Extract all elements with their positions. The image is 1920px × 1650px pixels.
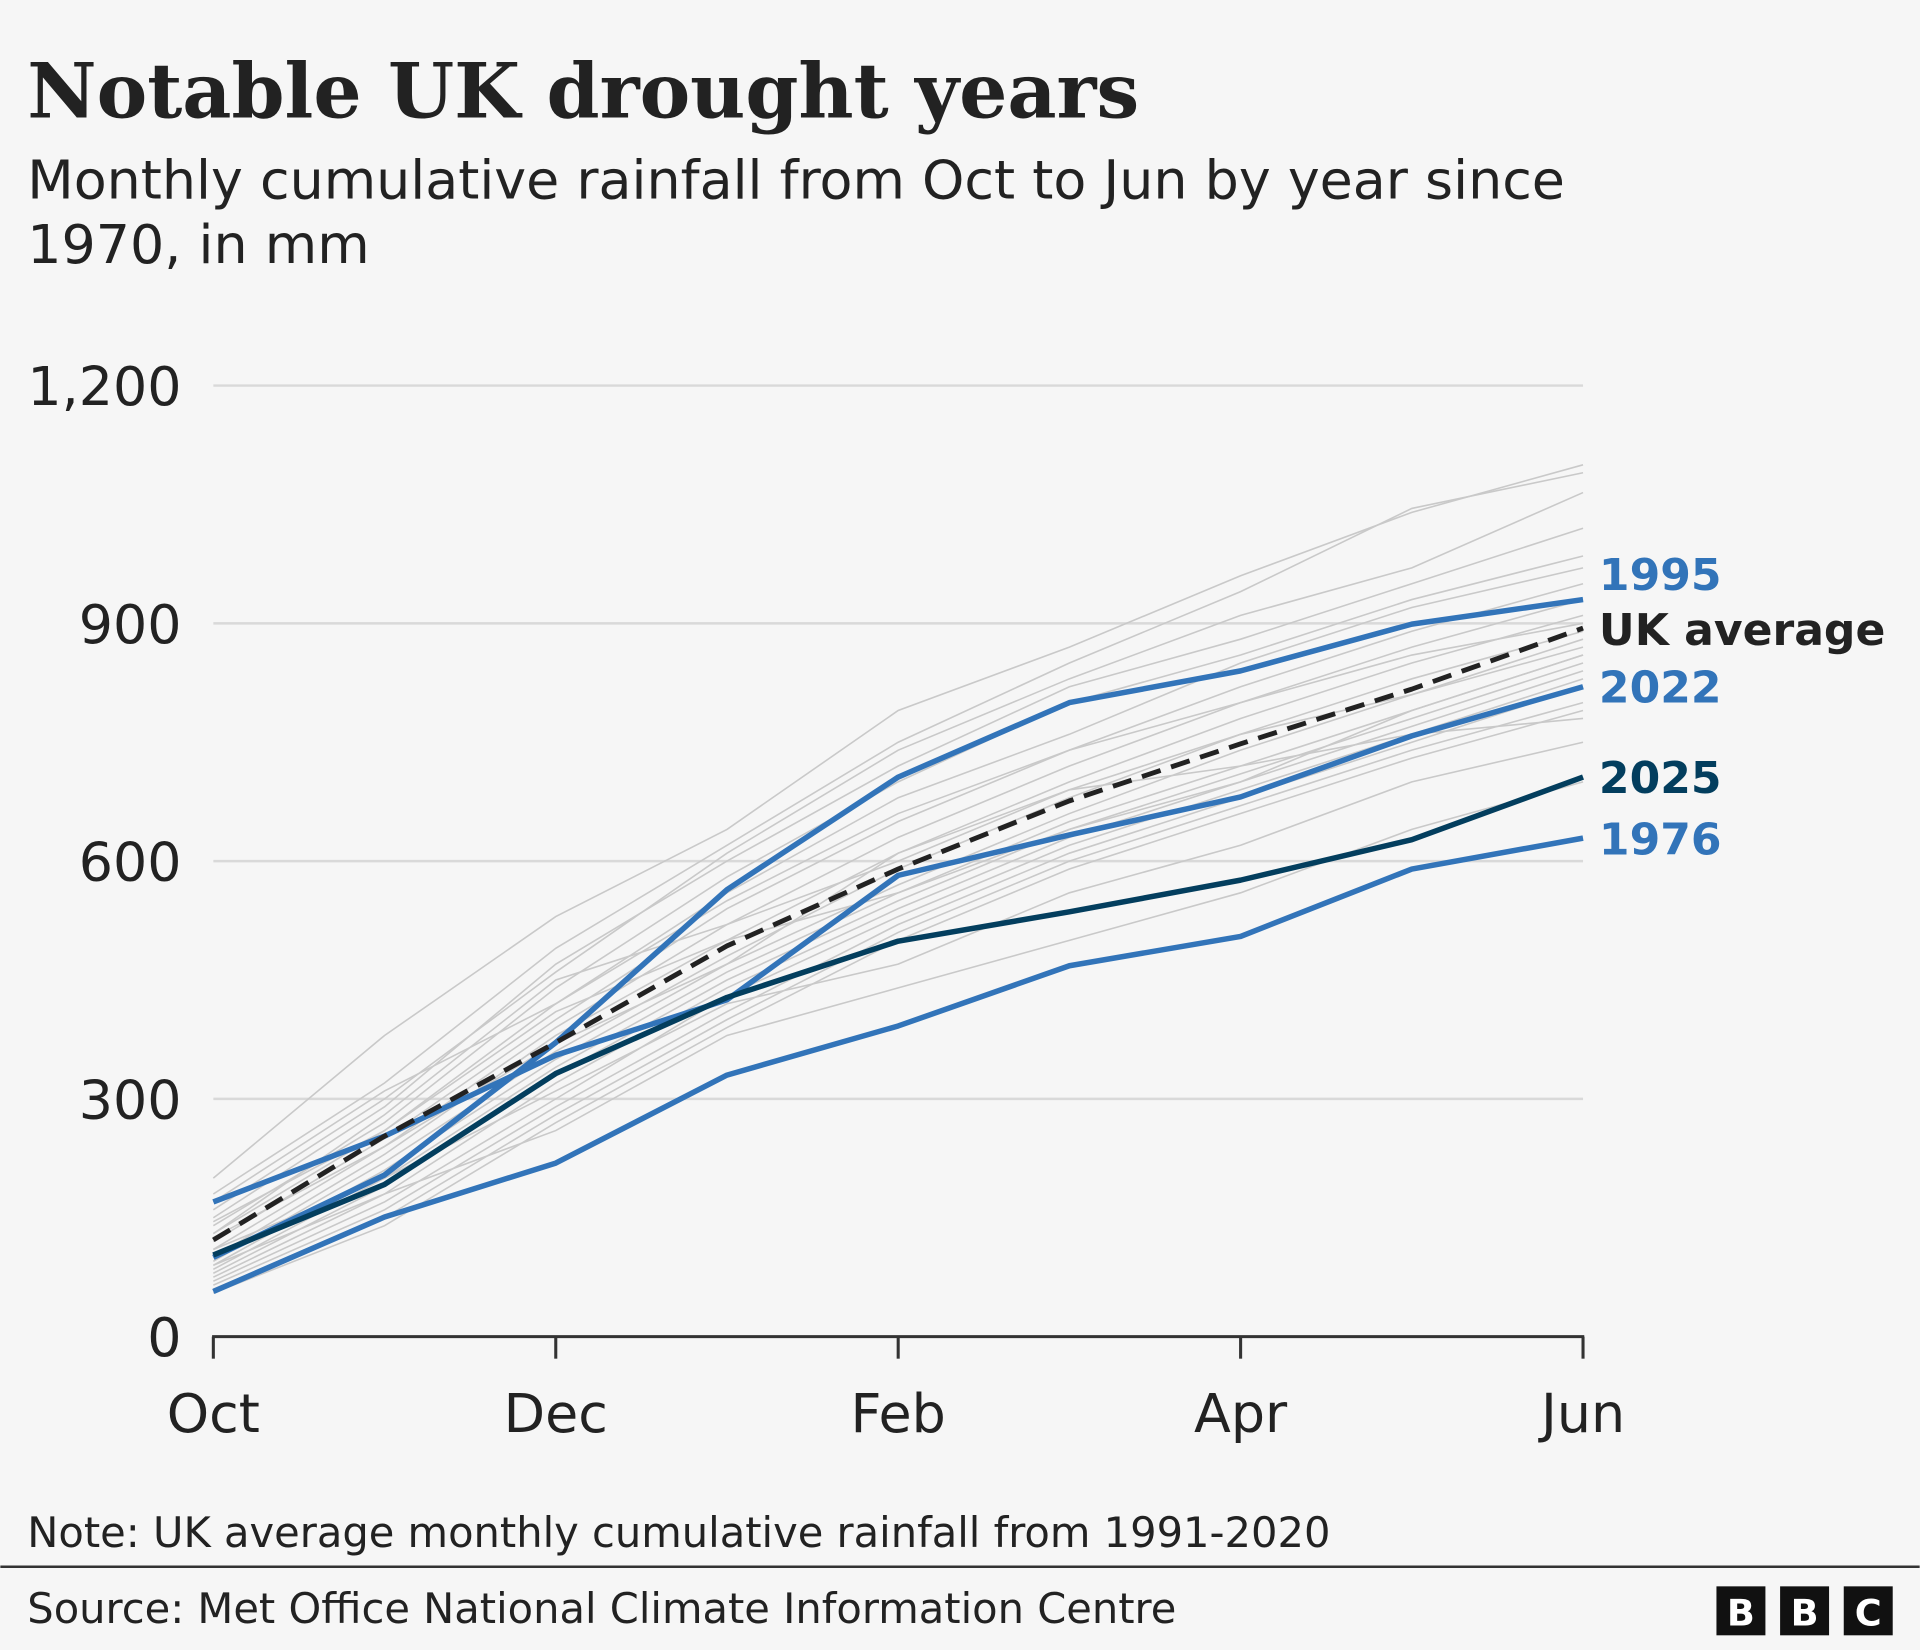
bbc-logo: B B C xyxy=(1716,1586,1893,1636)
series-line-1976 xyxy=(212,835,1584,1294)
other-year-line xyxy=(212,622,1584,1203)
y-tick-label: 600 xyxy=(79,831,182,894)
chart-subtitle-line1: Monthly cumulative rainfall from Oct to … xyxy=(27,148,1565,211)
other-year-line xyxy=(212,491,1584,1211)
series-label: 1995 xyxy=(1599,550,1722,601)
other-year-line xyxy=(213,678,1584,1282)
other-year-line xyxy=(213,701,1584,1290)
svg-text:B: B xyxy=(1791,1592,1819,1635)
chart-subtitle-line2: 1970, in mm xyxy=(27,213,369,276)
x-axis: Oct Dec Feb Apr Jun xyxy=(167,1335,1625,1445)
series-label: 2022 xyxy=(1599,663,1722,714)
series-line-uk-average xyxy=(212,625,1584,1243)
series-label: 1976 xyxy=(1599,814,1722,865)
other-year-line xyxy=(212,464,1584,1179)
y-axis: 0 300 600 900 1,200 xyxy=(27,355,181,1369)
series-label: UK average xyxy=(1599,605,1885,656)
svg-text:C: C xyxy=(1855,1592,1882,1635)
other-year-line xyxy=(212,717,1584,1235)
x-tick-label: Jun xyxy=(1538,1382,1625,1445)
x-tick-label: Apr xyxy=(1194,1382,1288,1445)
other-year-line xyxy=(212,527,1584,1219)
svg-text:B: B xyxy=(1727,1592,1755,1635)
series-label: 2025 xyxy=(1599,753,1722,804)
other-year-line xyxy=(212,471,1584,1195)
other-year-line xyxy=(212,555,1584,1227)
chart-source: Source: Met Office National Climate Info… xyxy=(27,1584,1176,1633)
x-tick-label: Oct xyxy=(167,1382,260,1445)
other-year-line xyxy=(212,567,1584,1235)
y-tick-label: 1,200 xyxy=(27,355,181,418)
series-line-2025 xyxy=(212,774,1584,1258)
y-tick-label: 900 xyxy=(79,593,182,656)
x-tick-label: Dec xyxy=(504,1382,608,1445)
chart-note: Note: UK average monthly cumulative rain… xyxy=(27,1508,1330,1557)
other-year-line xyxy=(213,685,1584,1286)
other-year-line xyxy=(212,654,1584,1223)
highlighted-lines xyxy=(212,596,1584,1294)
x-tick-label: Feb xyxy=(851,1382,946,1445)
series-line-2022 xyxy=(212,684,1584,1205)
y-tick-label: 0 xyxy=(147,1306,181,1369)
other-year-line xyxy=(212,582,1584,1243)
y-tick-label: 300 xyxy=(79,1068,182,1131)
chart-title: Notable UK drought years xyxy=(27,47,1139,136)
other-years-lines xyxy=(212,464,1584,1294)
series-line-1995 xyxy=(212,596,1584,1260)
